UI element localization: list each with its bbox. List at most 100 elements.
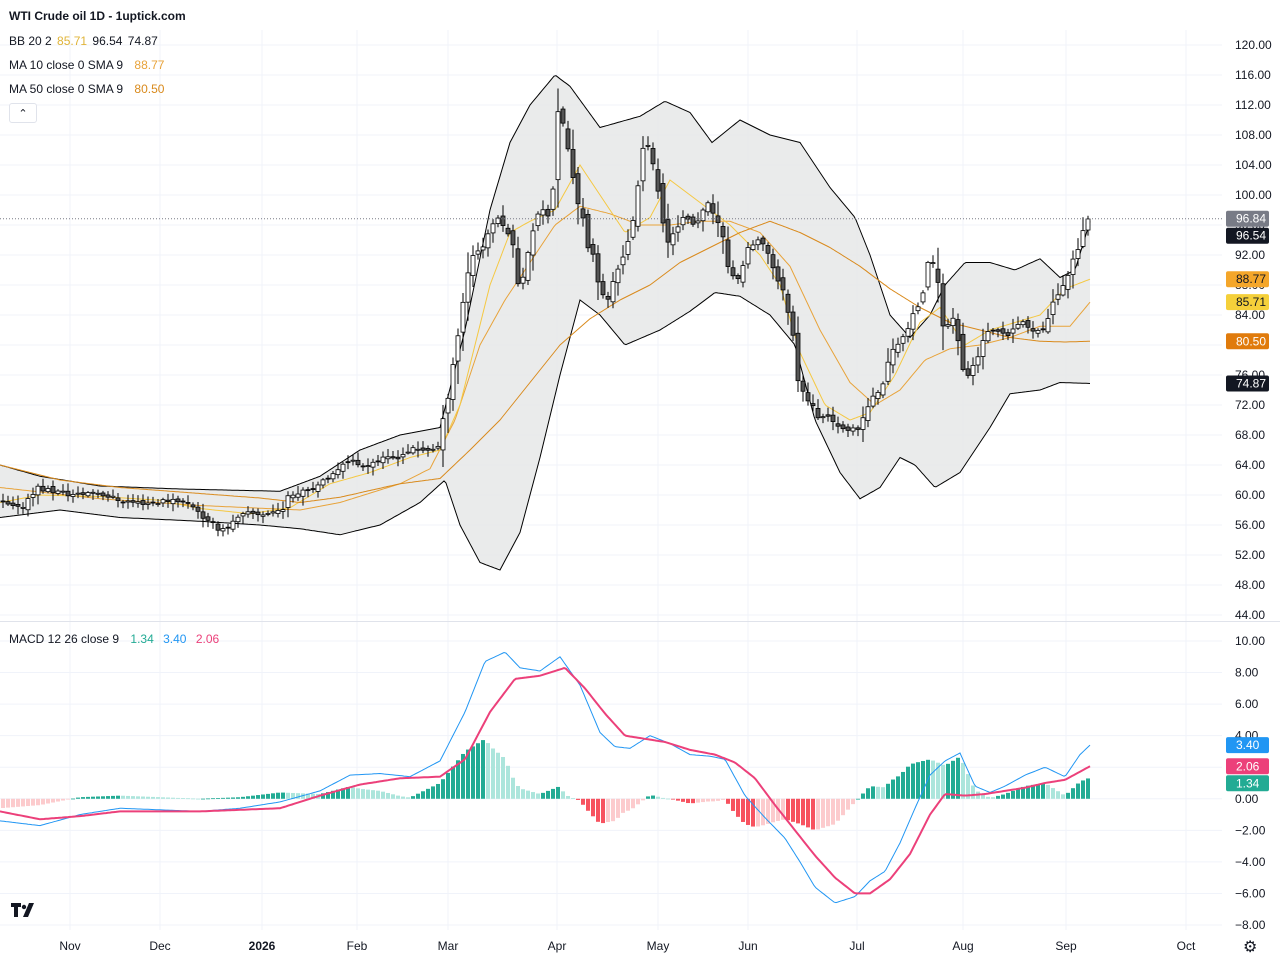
candle-body — [675, 226, 681, 233]
candle-body — [330, 473, 336, 480]
candle-body — [230, 520, 236, 530]
macd-histogram-bar — [156, 797, 160, 799]
candle-body — [705, 202, 711, 213]
macd-histogram-bar — [876, 786, 880, 799]
settings-gear-icon[interactable]: ⚙ — [1243, 939, 1258, 956]
macd-legend[interactable]: MACD 12 26 close 9 1.34 3.40 2.06 — [9, 632, 221, 646]
macd-histogram-bar — [441, 779, 445, 799]
candle-body — [1070, 258, 1076, 275]
candle-body — [245, 511, 251, 515]
macd-histogram-bar — [641, 798, 645, 801]
macd-histogram-bar — [921, 760, 925, 799]
macd-histogram-bar — [836, 798, 840, 821]
macd-histogram-bar — [646, 796, 650, 799]
candle-body — [485, 233, 491, 249]
macd-histogram-bar — [1041, 783, 1045, 799]
macd-histogram-bar — [56, 798, 60, 802]
macd-histogram-bar — [986, 796, 990, 799]
macd-histogram-bar — [266, 793, 270, 799]
ma10-legend[interactable]: MA 10 close 0 SMA 9 88.77 — [9, 58, 166, 72]
candle-body — [965, 368, 971, 376]
macd-histogram-bar — [241, 796, 245, 799]
macd-histogram-bar — [671, 798, 675, 800]
macd-histogram-bar — [226, 797, 230, 799]
candle-body — [270, 511, 276, 514]
price-tick-label: 120.00 — [1235, 38, 1272, 52]
candle-body — [220, 528, 226, 532]
macd-histogram-bar — [531, 792, 535, 799]
macd-histogram-bar — [666, 798, 670, 800]
candle-body — [380, 456, 386, 464]
candle-body — [970, 365, 976, 376]
time-tick-label: Jul — [849, 939, 864, 953]
bb-fill — [0, 75, 1090, 570]
macd-histogram-bar — [541, 792, 545, 799]
candle-body — [835, 423, 841, 427]
collapse-legend-button[interactable]: ⌃ — [9, 103, 37, 123]
macd-tick-label: −8.00 — [1235, 918, 1266, 932]
bb-basis-value: 85.71 — [57, 34, 88, 48]
macd-histogram-bar — [691, 798, 695, 804]
macd-histogram-bar — [946, 763, 950, 799]
candle-body — [870, 395, 876, 407]
candle-body — [205, 516, 211, 521]
candle-body — [420, 447, 426, 451]
price-badge: 96.84 — [1236, 212, 1266, 226]
candle-body — [360, 465, 366, 468]
macd-histogram-bar — [791, 798, 795, 822]
candle-body — [455, 335, 461, 362]
bb-lower-line — [0, 292, 1091, 571]
candle-body — [845, 426, 851, 431]
time-axis[interactable]: Nov Dec 2026 Feb Mar Apr May Jun Jul Aug Sep Oct — [59, 939, 1196, 953]
candle-body — [570, 149, 576, 178]
price-tick-label: 108.00 — [1235, 128, 1272, 142]
candle-body — [40, 485, 46, 492]
macd-histogram-bar — [616, 798, 620, 818]
ma10-value: 88.77 — [134, 58, 165, 72]
candle-body — [35, 485, 41, 496]
macd-histogram-bar — [426, 788, 430, 799]
macd-histogram-bar — [676, 798, 680, 801]
macd-histogram-bar — [496, 752, 500, 799]
macd-histogram-bar — [1021, 786, 1025, 799]
candle-body — [55, 490, 61, 494]
macd-histogram-bar — [561, 791, 565, 799]
candle-body — [700, 209, 706, 222]
macd-histogram-bar — [571, 797, 575, 799]
macd-histogram-bar — [66, 798, 70, 800]
macd-badge: 2.06 — [1236, 759, 1260, 773]
macd-histogram-bar — [606, 798, 610, 822]
macd-histogram-bar — [371, 790, 375, 799]
macd-histogram-bar — [246, 796, 250, 799]
candle-body — [1030, 328, 1036, 332]
macd-histogram-bar — [901, 771, 905, 799]
candle-body — [790, 311, 796, 336]
candle-body — [1065, 274, 1071, 290]
macd-histogram-bar — [386, 792, 390, 799]
candle-body — [670, 233, 676, 246]
price-badge-bg — [1226, 333, 1269, 350]
candle-body — [750, 244, 756, 250]
candle-body — [545, 208, 551, 217]
candle-body — [505, 227, 511, 235]
price-tick-label: 72.00 — [1235, 398, 1265, 412]
candle-body — [175, 498, 181, 503]
macd-histogram-bar — [311, 793, 315, 799]
candle-body — [155, 503, 161, 505]
bb-legend[interactable]: BB 20 2 85.71 96.54 74.87 — [9, 34, 160, 48]
tradingview-logo-icon[interactable] — [10, 901, 38, 919]
candle-body — [295, 493, 301, 498]
candle-body — [1005, 332, 1011, 336]
macd-histogram-bar — [1006, 792, 1010, 799]
macd-histogram-bar — [116, 795, 120, 799]
macd-histogram-bar — [261, 794, 265, 799]
candle-body — [820, 416, 826, 419]
macd-histogram-bar — [631, 798, 635, 809]
candle-body — [365, 465, 371, 467]
candle-body — [1045, 318, 1051, 333]
price-axis[interactable]: 120.00116.00112.00108.00104.00100.0096.0… — [1226, 38, 1272, 932]
ma50-legend[interactable]: MA 50 close 0 SMA 9 80.50 — [9, 82, 166, 96]
candle-body — [770, 254, 776, 269]
chart-title: WTI Crude oil 1D - 1uptick.com — [9, 9, 186, 23]
